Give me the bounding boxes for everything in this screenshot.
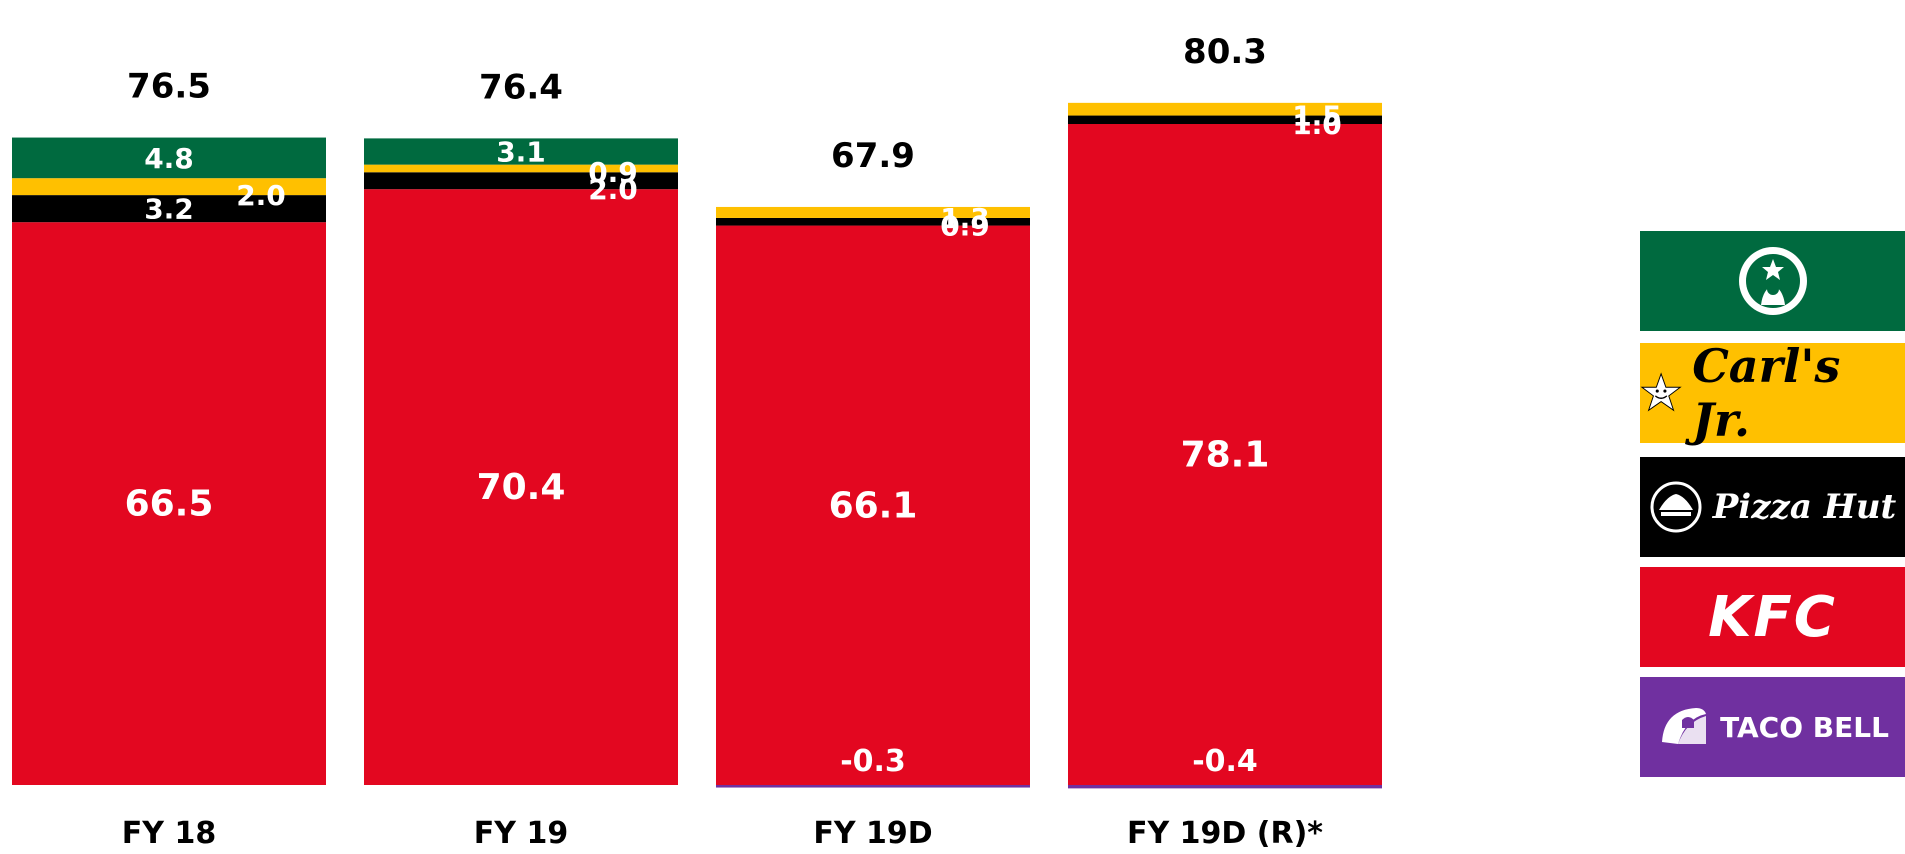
legend-carls-jr: Carl's Jr. (1640, 339, 1905, 447)
bar-segment-carl-s-jr--1 (364, 164, 678, 173)
bar-segment-pizza-hut-1 (364, 172, 678, 190)
bar-segment-kfc-1 (364, 189, 678, 786)
carls-jr-wordmark: Carl's Jr. (1692, 339, 1841, 447)
category-label-2: FY 19D (813, 816, 932, 851)
bar-segment-carl-s-jr--2 (716, 206, 1030, 218)
bar-segment-starbucks-0 (12, 137, 326, 179)
value-label-carl-s-jr--2: 1.3 (940, 202, 990, 235)
value-label-carl-s-jr--3: 1.5 (1292, 100, 1342, 133)
total-label-2: 67.9 (831, 136, 915, 176)
bar-segment-kfc-2 (716, 225, 1030, 785)
carls-jr-star-icon (1640, 372, 1682, 412)
value-label-pizza-hut-1: 2.0 (588, 173, 638, 206)
legend-pizza-hut: Pizza Hut (1640, 457, 1905, 557)
bar-segment-starbucks-1 (364, 138, 678, 165)
value-label-pizza-hut-3: 1.0 (1292, 108, 1342, 141)
pizza-hut-wordmark: Pizza Hut (1712, 487, 1897, 527)
value-label-pizza-hut-0: 3.2 (144, 193, 194, 226)
value-label-carl-s-jr--1: 0.9 (588, 156, 638, 189)
value-label-pizza-hut-2: 0.9 (940, 210, 990, 243)
bar-segment-kfc-3 (1068, 124, 1382, 785)
category-label-1: FY 19 (474, 816, 568, 851)
starbucks-logo-icon (1738, 247, 1807, 315)
category-label-3: FY 19D (R)* (1127, 816, 1323, 851)
category-label-0: FY 18 (122, 816, 216, 851)
value-label-starbucks-1: 3.1 (496, 136, 546, 169)
bar-segment-pizza-hut-0 (12, 195, 326, 223)
value-label-starbucks-0: 4.8 (144, 142, 194, 175)
bar-segment-taco-bell-3 (1068, 785, 1382, 789)
taco-bell-wordmark: TACO BELL (1720, 710, 1889, 744)
pizza-hut-icon (1650, 481, 1702, 533)
bar-segment-carl-s-jr--3 (1068, 102, 1382, 116)
bar-segment-pizza-hut-3 (1068, 115, 1382, 125)
legend-taco-bell: TACO BELL (1640, 677, 1905, 777)
total-label-1: 76.4 (479, 67, 563, 107)
taco-bell-icon (1662, 708, 1707, 744)
value-label-kfc-3: 78.1 (1181, 435, 1270, 476)
value-label-carl-s-jr--0: 2.0 (236, 179, 286, 212)
total-label-3: 80.3 (1183, 32, 1267, 72)
value-label-kfc-0: 66.5 (125, 484, 214, 525)
bar-segment-kfc-0 (12, 222, 326, 785)
total-label-0: 76.5 (127, 67, 211, 107)
value-label-kfc-2: 66.1 (829, 485, 918, 526)
value-label-kfc-1: 70.4 (477, 467, 566, 508)
legend-starbucks (1640, 231, 1905, 331)
kfc-wordmark: KFC (1708, 584, 1837, 650)
bar-segment-pizza-hut-2 (716, 217, 1030, 226)
legend-kfc: KFC (1640, 567, 1905, 667)
value-label-taco-bell-3: -0.4 (1192, 744, 1258, 779)
bar-segment-carl-s-jr--0 (12, 178, 326, 196)
value-label-taco-bell-2: -0.3 (840, 744, 906, 779)
bar-segment-taco-bell-2 (716, 785, 1030, 788)
